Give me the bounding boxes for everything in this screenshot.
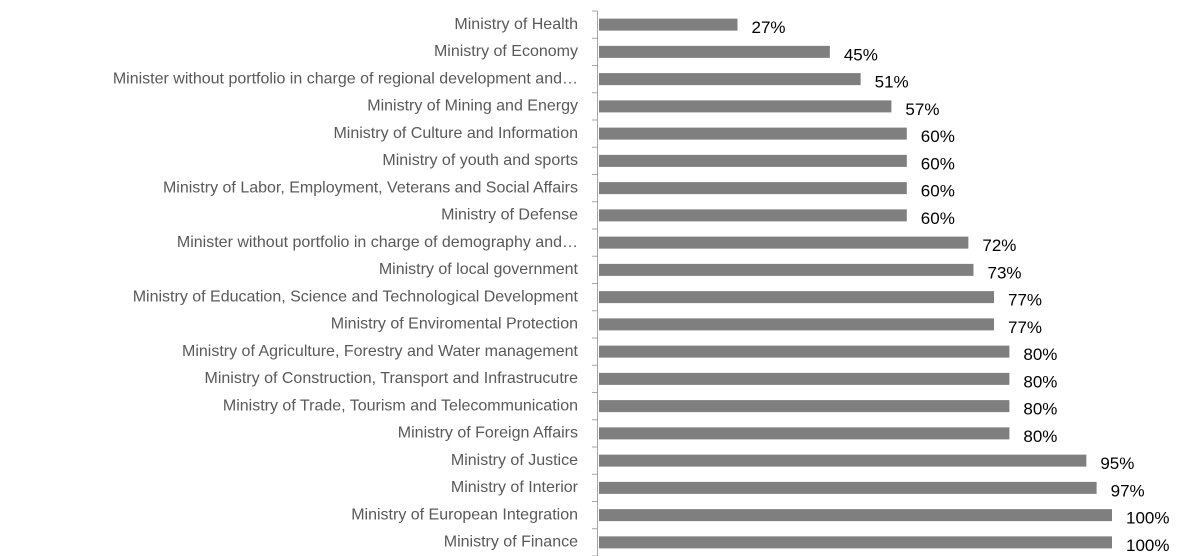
bar <box>599 481 1097 494</box>
category-label: Ministry of Finance <box>444 534 578 551</box>
data-label: 80% <box>1023 372 1057 391</box>
data-label: 60% <box>921 127 955 146</box>
category-label: Ministry of Justice <box>451 452 578 469</box>
category-label: Ministry of youth and sports <box>382 152 578 169</box>
category-label: Ministry of Education, Science and Techn… <box>133 288 579 305</box>
bar <box>599 400 1010 413</box>
category-label: Ministry of Foreign Affairs <box>398 425 578 442</box>
bar <box>599 236 969 249</box>
data-label: 97% <box>1111 481 1145 500</box>
data-label: 60% <box>921 209 955 228</box>
data-label: 27% <box>752 18 786 37</box>
data-label: 60% <box>921 182 955 201</box>
category-label: Ministry of Mining and Energy <box>367 98 578 115</box>
category-label: Ministry of Construction, Transport and … <box>205 370 579 387</box>
category-label: Ministry of Defense <box>441 207 578 224</box>
bar <box>599 536 1112 549</box>
bar <box>599 454 1087 467</box>
bar <box>599 291 995 304</box>
category-label: Ministry of Trade, Tourism and Telecommu… <box>223 397 578 414</box>
bar <box>599 45 830 58</box>
category-label: Ministry of Health <box>454 16 578 33</box>
data-label: 45% <box>844 45 878 64</box>
category-label: Ministry of Interior <box>451 479 579 496</box>
bar <box>599 18 738 31</box>
data-label: 73% <box>987 263 1021 282</box>
bar <box>599 154 907 167</box>
data-label: 77% <box>1008 291 1042 310</box>
bar <box>599 100 892 113</box>
category-label: Minister without portfolio in charge of … <box>177 234 578 251</box>
category-label: Ministry of Labor, Employment, Veterans … <box>163 179 578 196</box>
category-label: Minister without portfolio in charge of … <box>113 70 578 87</box>
bar <box>599 73 861 86</box>
category-label: Ministry of Culture and Information <box>333 125 578 142</box>
data-label: 100% <box>1126 536 1169 555</box>
bar <box>599 263 974 276</box>
category-label: Ministry of European Integration <box>351 506 578 523</box>
bar <box>599 509 1112 522</box>
data-label: 80% <box>1023 427 1057 446</box>
category-label: Ministry of Enviromental Protection <box>331 316 578 333</box>
data-label: 80% <box>1023 345 1057 364</box>
category-label: Ministry of Economy <box>434 43 578 60</box>
bar <box>599 345 1010 358</box>
bar <box>599 427 1010 440</box>
bar <box>599 209 907 222</box>
data-label: 60% <box>921 154 955 173</box>
data-label: 100% <box>1126 509 1169 528</box>
data-label: 95% <box>1100 454 1134 473</box>
category-label: Ministry of local government <box>379 261 579 278</box>
bar <box>599 182 907 195</box>
bar <box>599 127 907 140</box>
data-label: 72% <box>982 236 1016 255</box>
data-label: 80% <box>1023 400 1057 419</box>
bar <box>599 318 995 331</box>
data-label: 77% <box>1008 318 1042 337</box>
category-label: Ministry of Agriculture, Forestry and Wa… <box>182 343 579 360</box>
bar <box>599 372 1010 385</box>
data-label: 51% <box>875 73 909 92</box>
data-label: 57% <box>905 100 939 119</box>
